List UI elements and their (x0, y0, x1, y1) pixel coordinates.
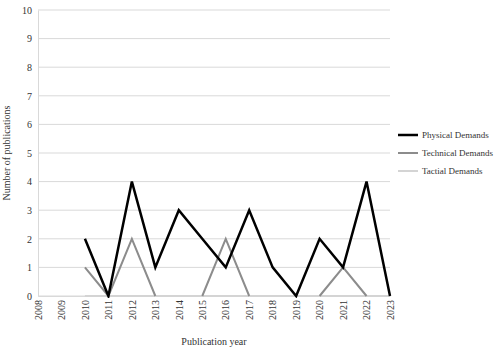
y-axis-title: Number of publications (1, 105, 12, 200)
y-tick-label: 3 (27, 205, 32, 216)
y-tick: 7 (27, 91, 38, 102)
x-tick-label: 2018 (267, 300, 278, 320)
grid-line (38, 296, 390, 297)
y-tick: 5 (27, 148, 38, 159)
x-tick-label: 2014 (174, 300, 185, 320)
chart: 0 1 2 3 4 5 6 7 8 9 10 2008 2009 2010 2011 2012 2013 2014… (0, 0, 500, 349)
grid (38, 10, 390, 296)
x-tick: 2009 (56, 296, 67, 320)
x-tick: 2021 (338, 296, 349, 320)
y-tick-label: 0 (27, 291, 32, 302)
x-tick: 2022 (361, 296, 372, 320)
x-axis: 2008 2009 2010 2011 2012 2013 2014 2015 2016 2017… (33, 296, 396, 320)
x-tick-label: 2017 (244, 300, 255, 320)
grid-line (38, 95, 390, 96)
x-tick-label: 2009 (56, 300, 67, 320)
x-tick: 2013 (150, 296, 161, 320)
grid-line (38, 10, 390, 11)
y-tick: 4 (27, 176, 38, 187)
x-tick: 2010 (80, 296, 91, 320)
y-tick: 10 (22, 5, 38, 16)
x-tick: 2014 (174, 296, 185, 320)
y-tick-label: 10 (22, 5, 32, 16)
x-tick: 2012 (127, 296, 138, 320)
y-axis-line (38, 11, 39, 297)
y-tick-label: 6 (27, 119, 32, 130)
x-tick-label: 2020 (314, 300, 325, 320)
x-tick-label: 2015 (197, 300, 208, 320)
x-tick-label: 2022 (361, 300, 372, 320)
grid-line (38, 38, 390, 39)
x-tick-label: 2021 (338, 300, 349, 320)
x-tick-label: 2019 (291, 300, 302, 320)
x-tick-label: 2023 (385, 300, 396, 320)
y-tick-label: 9 (27, 33, 32, 44)
y-axis: 0 1 2 3 4 5 6 7 8 9 10 (22, 5, 39, 302)
y-tick: 6 (27, 119, 38, 130)
x-tick: 2008 (33, 296, 44, 320)
y-tick: 8 (27, 62, 38, 73)
grid-line (38, 181, 390, 182)
grid-line (38, 210, 390, 211)
y-tick-label: 1 (27, 262, 32, 273)
x-tick-label: 2013 (150, 300, 161, 320)
lines (85, 182, 390, 296)
x-tick: 2023 (385, 296, 396, 320)
x-tick: 2019 (291, 296, 302, 320)
y-tick: 3 (27, 205, 38, 216)
y-tick: 9 (27, 33, 38, 44)
x-tick-label: 2010 (80, 300, 91, 320)
y-tick-label: 4 (27, 176, 32, 187)
legend-label: Physical Demands (422, 130, 489, 140)
x-tick-label: 2011 (103, 300, 114, 320)
legend-swatch (398, 152, 418, 154)
y-tick: 2 (27, 234, 38, 245)
legend-swatch (398, 134, 418, 137)
series-line (85, 295, 390, 297)
x-tick: 2011 (103, 296, 114, 320)
y-tick-label: 7 (27, 91, 32, 102)
x-tick: 2017 (244, 296, 255, 320)
legend-label: Technical Demands (422, 148, 494, 158)
y-tick-label: 2 (27, 234, 32, 245)
x-tick-label: 2016 (220, 300, 231, 320)
y-tick-label: 8 (27, 62, 32, 73)
legend-swatch (398, 170, 418, 172)
x-tick: 2018 (267, 296, 278, 320)
x-tick: 2015 (197, 296, 208, 320)
x-tick: 2016 (220, 296, 231, 320)
legend-label: Tactial Demands (422, 166, 483, 176)
plot: 0 1 2 3 4 5 6 7 8 9 10 2008 2009 2010 2011 2012 2013 2014… (22, 5, 396, 320)
x-axis-title: Publication year (181, 336, 247, 347)
series-line (85, 182, 390, 296)
y-tick: 1 (27, 262, 38, 273)
x-tick-label: 2012 (127, 300, 138, 320)
x-axis-line (39, 296, 391, 297)
grid-line (38, 153, 390, 154)
x-tick-label: 2008 (33, 300, 44, 320)
grid-line (38, 238, 390, 239)
y-tick-label: 5 (27, 148, 32, 159)
grid-line (38, 67, 390, 68)
x-tick: 2020 (314, 296, 325, 320)
legend: Physical Demands Technical Demands Tactial… (398, 130, 494, 176)
grid-line (38, 124, 390, 125)
